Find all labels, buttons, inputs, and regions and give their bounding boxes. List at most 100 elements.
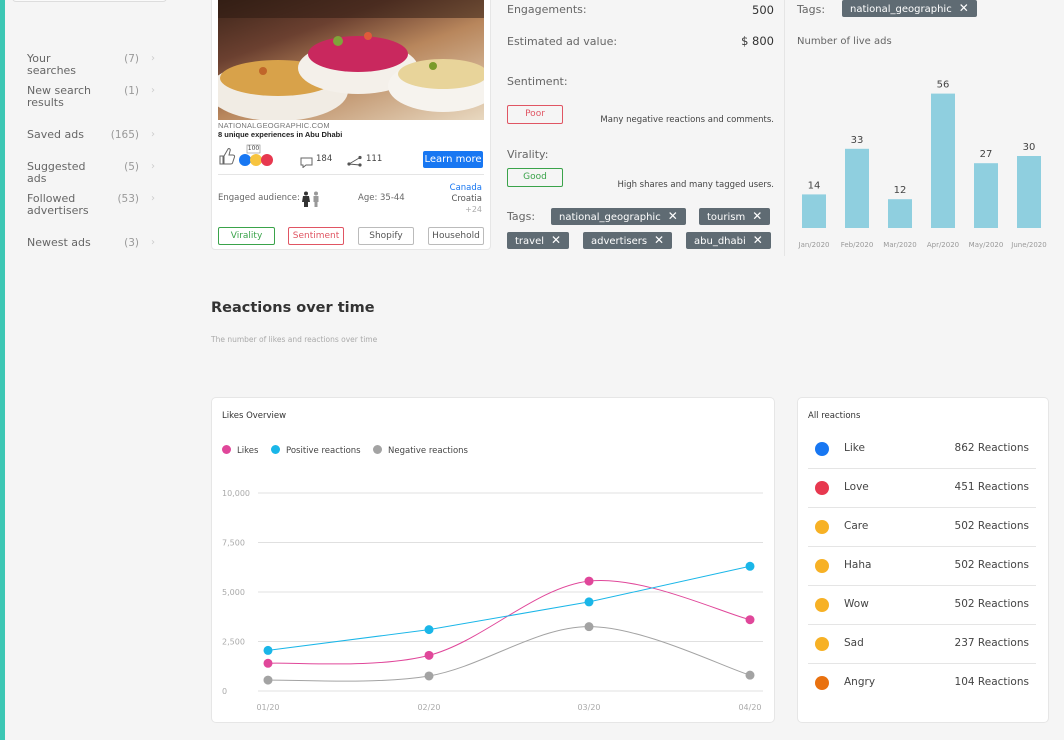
reaction-row-like: Like 862 Reactions	[808, 430, 1036, 469]
bar-Jan/2020[interactable]	[802, 194, 826, 228]
sidebar-item-count: (5)	[124, 161, 139, 173]
engagements-label: Engagements:	[507, 3, 587, 16]
bar-value-label: 14	[808, 180, 821, 191]
tag-national-geographic-filter[interactable]: national_geographic ✕	[842, 0, 977, 17]
reaction-name: Like	[844, 442, 865, 454]
live-ads-tags-label: Tags:	[797, 3, 826, 16]
close-icon[interactable]: ✕	[654, 233, 665, 247]
care-icon	[815, 520, 829, 534]
share-icon	[346, 152, 363, 171]
virality-label: Virality:	[507, 148, 549, 161]
chevron-right-icon: ›	[151, 161, 155, 172]
bar-category-label: Mar/2020	[883, 241, 916, 249]
love-icon	[815, 481, 829, 495]
bar-value-label: 27	[980, 149, 993, 160]
legend-likes[interactable]: Likes	[222, 445, 258, 456]
data-point[interactable]	[745, 615, 755, 625]
data-point[interactable]	[424, 671, 434, 681]
sidebar-search-box[interactable]	[12, 0, 167, 2]
sidebar-item-count: (3)	[124, 237, 139, 249]
sidebar-item-count: (165)	[110, 129, 139, 141]
y-tick-label: 5,000	[222, 588, 245, 597]
all-reactions-title: All reactions	[808, 411, 861, 421]
shares-count: 111	[366, 154, 383, 164]
data-point[interactable]	[424, 650, 434, 660]
accent-strip	[0, 0, 5, 740]
close-icon[interactable]: ✕	[958, 1, 969, 15]
sidebar-item-suggested-ads[interactable]: Suggested ads (5) ›	[27, 161, 155, 185]
bar-June/2020[interactable]	[1017, 156, 1041, 228]
reaction-row-sad: Sad 237 Reactions	[808, 625, 1036, 664]
tag-abu-dhabi[interactable]: abu_dhabi ✕	[686, 232, 771, 249]
data-point[interactable]	[584, 597, 594, 607]
reaction-count: 502 Reactions	[954, 598, 1029, 610]
bar-Mar/2020[interactable]	[888, 199, 912, 228]
sidebar-item-label: New search results	[27, 84, 92, 109]
data-point[interactable]	[745, 561, 755, 571]
engaged-audience-label: Engaged audience:	[218, 193, 300, 203]
tag-label: abu_dhabi	[694, 236, 746, 247]
close-icon[interactable]: ✕	[752, 209, 763, 223]
legend-positive[interactable]: Positive reactions	[271, 445, 361, 456]
sidebar-item-your-searches[interactable]: Your searches (7) ›	[27, 53, 155, 77]
close-icon[interactable]: ✕	[551, 233, 562, 247]
data-point[interactable]	[584, 576, 594, 586]
data-point[interactable]	[424, 625, 434, 635]
reaction-row-haha: Haha 502 Reactions	[808, 547, 1036, 586]
bar-value-label: 30	[1023, 142, 1036, 153]
bar-Apr/2020[interactable]	[931, 93, 955, 228]
sidebar-item-new-search-results[interactable]: New search results (1) ›	[27, 85, 155, 109]
y-tick-label: 0	[222, 687, 227, 696]
sidebar-item-followed-advertisers[interactable]: Followed advertisers (53) ›	[27, 193, 155, 217]
sentiment-label: Sentiment:	[507, 75, 568, 88]
chip-shopify[interactable]: Shopify	[358, 227, 414, 245]
bar-category-label: Feb/2020	[841, 241, 874, 249]
data-point[interactable]	[263, 658, 273, 668]
tag-national-geographic[interactable]: national_geographic ✕	[551, 208, 686, 225]
tag-advertisers[interactable]: advertisers ✕	[583, 232, 673, 249]
sidebar-item-saved-ads[interactable]: Saved ads (165) ›	[27, 129, 155, 142]
close-icon[interactable]: ✕	[667, 209, 678, 223]
tag-travel[interactable]: travel ✕	[507, 232, 570, 249]
bar-May/2020[interactable]	[974, 163, 998, 228]
panel-divider	[784, 0, 785, 256]
engagements-value: 500	[752, 3, 774, 17]
legend-negative[interactable]: Negative reactions	[373, 445, 468, 456]
data-point[interactable]	[263, 645, 273, 655]
chip-household[interactable]: Household	[428, 227, 484, 245]
ad-value-label: Estimated ad value:	[507, 35, 618, 48]
likes-line-chart: 0 2,500 5,000 7,500 10,000 01/20 02/20 03/20 04/…	[222, 489, 763, 712]
data-point[interactable]	[263, 675, 273, 685]
more-countries[interactable]: +24	[465, 205, 482, 214]
data-point[interactable]	[584, 622, 594, 632]
country-canada[interactable]: Canada	[449, 183, 482, 193]
chevron-right-icon: ›	[151, 193, 155, 204]
sidebar-item-count: (1)	[124, 85, 139, 97]
sidebar-item-newest-ads[interactable]: Newest ads (3) ›	[27, 236, 155, 250]
reaction-name: Sad	[844, 637, 864, 649]
chip-sentiment[interactable]: Sentiment	[288, 227, 344, 245]
chip-virality[interactable]: Virality	[218, 227, 275, 245]
reaction-name: Wow	[844, 598, 869, 610]
tags-label: Tags:	[507, 210, 536, 223]
reaction-name: Angry	[844, 676, 876, 688]
sidebar-item-label: Newest ads	[27, 236, 91, 249]
bar-Feb/2020[interactable]	[845, 148, 869, 228]
x-tick-label: 01/20	[256, 703, 279, 712]
ad-image[interactable]	[218, 0, 484, 120]
reaction-name: Love	[844, 481, 869, 493]
reaction-count: 502 Reactions	[954, 520, 1029, 532]
reaction-badge: 100	[247, 145, 260, 152]
bar-value-label: 33	[851, 135, 864, 146]
data-point[interactable]	[745, 670, 755, 680]
positive-dot-icon	[271, 445, 280, 454]
tag-label: national_geographic	[559, 212, 661, 223]
learn-more-button[interactable]: Learn more	[423, 151, 483, 168]
likes-overview-panel: Likes Overview Likes Positive reactions …	[211, 397, 775, 723]
reaction-count: 502 Reactions	[954, 559, 1029, 571]
close-icon[interactable]: ✕	[752, 233, 763, 247]
tag-label: travel	[515, 236, 545, 247]
live-ads-bar-chart: 14 Jan/2020 33 Feb/2020 12 Mar/2020 56 Apr/2020…	[798, 80, 1047, 249]
tag-tourism[interactable]: tourism ✕	[699, 208, 771, 225]
sidebar-item-label: Your searches	[27, 52, 77, 77]
